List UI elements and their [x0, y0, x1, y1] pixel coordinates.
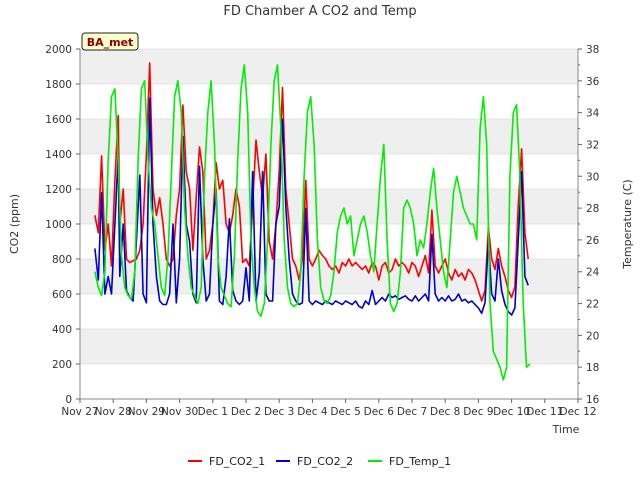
x-axis-title: Time [552, 423, 580, 436]
x-tick-label: Dec 7 [397, 406, 427, 418]
x-tick-label: Dec 2 [231, 406, 261, 418]
y2-tick-label: 18 [586, 362, 599, 374]
x-tick-label: Dec 10 [493, 406, 530, 418]
y2-tick-label: 32 [586, 139, 599, 151]
legend-label-FD_Temp_1: FD_Temp_1 [389, 455, 451, 468]
series-layer [94, 62, 531, 381]
y2-tick-label: 20 [586, 330, 599, 342]
grid-band [80, 49, 578, 84]
y2-axis-title: Temperature (C) [621, 179, 634, 269]
x-tick-label: Nov 30 [161, 406, 198, 418]
y-tick-label: 1200 [45, 184, 72, 196]
site-badge-box [81, 32, 139, 51]
chart-title: FD Chamber A CO2 and Temp [223, 4, 416, 19]
x-tick-label: Dec 11 [526, 406, 563, 418]
y2-tick-label: 22 [586, 299, 599, 311]
series-line-FD_CO2_2 [94, 97, 529, 316]
y-tick-label: 1000 [45, 219, 72, 231]
y2-tick-label: 38 [586, 44, 599, 56]
y-tick-label: 2000 [45, 44, 72, 56]
y-tick-label: 200 [52, 359, 72, 371]
y-tick-label: 1800 [45, 79, 72, 91]
x-tick-label: Dec 9 [463, 406, 493, 418]
x-tick-label: Nov 28 [95, 406, 132, 418]
y2-tick-label: 16 [586, 394, 600, 406]
y2-tick-label: 36 [586, 76, 600, 88]
left-axis: 0 200 400 600 800 1000 1200 1400 1600 1800 2000 [45, 44, 80, 406]
site-badge-label: BA_met [87, 36, 134, 49]
x-tick-label: Dec 5 [330, 406, 360, 418]
y-tick-label: 1400 [45, 149, 72, 161]
grid-band [80, 119, 578, 154]
y2-tick-label: 24 [586, 267, 600, 279]
right-axis: 16 18 20 22 24 26 28 30 32 34 36 38 [578, 44, 600, 406]
series-line-FD_CO2_1 [94, 62, 529, 302]
grid-band [80, 329, 578, 364]
y-tick-label: 800 [52, 254, 72, 266]
legend-label-FD_CO2_2: FD_CO2_2 [297, 455, 353, 468]
y-tick-label: 400 [52, 324, 72, 336]
legend-label-FD_CO2_1: FD_CO2_1 [209, 455, 265, 468]
y2-tick-label: 28 [586, 203, 599, 215]
x-tick-label: Nov 29 [128, 406, 165, 418]
x-tick-label: Dec 3 [264, 406, 294, 418]
y-tick-label: 1600 [45, 114, 72, 126]
x-tick-label: Dec 4 [297, 406, 328, 418]
y-tick-label: 0 [65, 394, 72, 406]
grid-bands [80, 48, 578, 400]
y-axis-title: CO2 (ppm) [8, 194, 21, 254]
y2-tick-label: 34 [586, 108, 600, 120]
series-line-FD_Temp_1 [94, 64, 531, 381]
x-tick-label: Dec 6 [364, 406, 395, 418]
site-badge: BA_met [81, 32, 139, 51]
y-tick-label: 600 [52, 289, 72, 301]
x-tick-label: Dec 8 [430, 406, 460, 418]
x-tick-label: Dec 1 [198, 406, 228, 418]
x-tick-label: Dec 12 [559, 406, 596, 418]
legend: FD_CO2_1 FD_CO2_2 FD_Temp_1 [188, 455, 451, 468]
y2-tick-label: 30 [586, 171, 599, 183]
y2-tick-label: 26 [586, 235, 600, 247]
x-tick-label: Nov 27 [61, 406, 98, 418]
